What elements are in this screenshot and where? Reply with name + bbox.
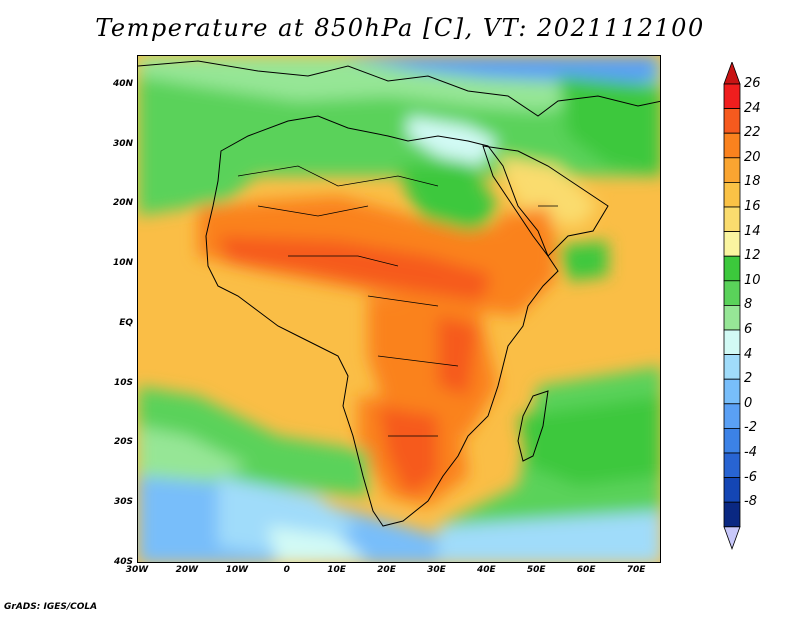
colorbar-level-label: 24: [744, 100, 761, 116]
colorbar-segment: [723, 83, 741, 110]
colorbar-level-label: 12: [744, 248, 761, 264]
colorbar-bottom-arrow: [723, 526, 741, 550]
colorbar-level-label: 0: [744, 395, 753, 411]
longitude-label: 50E: [526, 565, 546, 575]
colorbar-segment: [723, 108, 741, 134]
latitude-label: 30N: [112, 138, 133, 149]
colorbar-level-label: 4: [744, 346, 753, 362]
colorbar-top-arrow: [723, 62, 741, 85]
colorbar-level-label: 10: [744, 272, 761, 288]
colorbar-segment: [723, 304, 741, 331]
field-horn-orange: [488, 206, 558, 296]
latitude-label: 10S: [113, 377, 133, 388]
colorbar-level-label: -6: [744, 469, 757, 485]
colorbar-level-label: 14: [744, 223, 761, 239]
field-atlantic-green: [138, 156, 268, 216]
country-borders: [237, 165, 558, 437]
field-sio-pale: [518, 396, 660, 486]
field-med-pale: [408, 116, 498, 166]
colorbar-segment: [723, 157, 741, 183]
longitude-label: 20E: [377, 565, 396, 575]
temperature-map: [137, 55, 661, 563]
latitude-label: 30S: [113, 497, 133, 508]
colorbar-level-label: 22: [744, 125, 761, 141]
latitude-label: 40N: [112, 78, 133, 89]
field-sio-south-blue: [438, 511, 660, 562]
colorbar-level-label: 16: [744, 199, 761, 214]
colorbar-segment: [723, 378, 741, 405]
colorbar-segment: [723, 280, 741, 306]
africa-coastline: [205, 115, 559, 527]
longitude-label: 10E: [327, 565, 346, 575]
field-iran-green: [558, 76, 660, 176]
latitude-label: EQ: [119, 317, 133, 328]
longitude-label: 0: [283, 565, 290, 575]
colorbar-level-label: 8: [744, 297, 753, 313]
colorbar-segment: [723, 427, 741, 454]
chart-title: Temperature at 850hPa [C], VT: 202111210…: [95, 14, 705, 42]
longitude-label: 70E: [626, 565, 646, 575]
colorbar-level-label: -2: [744, 420, 757, 436]
colorbar-level-label: 6: [744, 322, 753, 337]
longitude-label: 30E: [427, 565, 446, 575]
field-south-core: [378, 406, 438, 496]
colorbar-segment: [723, 403, 741, 429]
colorbar-segment: [723, 206, 741, 233]
colorbar-level-label: 20: [744, 149, 761, 165]
field-rift-core: [438, 316, 478, 396]
colorbar-level-label: 18: [744, 174, 761, 190]
colorbar-segment: [723, 452, 741, 479]
field-arabia-pale: [498, 156, 598, 226]
longitude-label: 60E: [576, 565, 596, 575]
arabia-coastline: [482, 145, 609, 257]
map-canvas: [138, 56, 660, 562]
latitude-label: 10N: [112, 258, 133, 269]
grads-credit: GrADS: IGES/COLA: [4, 602, 98, 612]
field-io-green-patch: [558, 241, 608, 281]
colorbar-level-label: -4: [744, 445, 757, 460]
longitude-label: 10W: [225, 565, 249, 575]
colorbar-segment: [723, 132, 741, 159]
madagascar-coastline: [517, 390, 549, 462]
field-egypt-green: [398, 161, 498, 236]
latitude-label: 20S: [113, 437, 133, 448]
field-cape-pale: [268, 526, 368, 562]
latitude-label: 20N: [112, 198, 133, 209]
temperature-field: [138, 56, 660, 562]
colorbar-segment: [723, 354, 741, 380]
colorbar-segment: [723, 182, 741, 208]
colorbar-level-label: 26: [744, 76, 761, 91]
coastlines: [138, 60, 660, 527]
latitude-label: 40S: [113, 557, 133, 567]
colorbar-level-label: -8: [744, 494, 757, 510]
europe-coastline: [138, 60, 660, 117]
colorbar-segment: [723, 255, 741, 282]
colorbar-segment: [723, 501, 741, 528]
colorbar-segment: [723, 231, 741, 257]
longitude-label: 30W: [125, 565, 149, 575]
colorbar-segment: [723, 329, 741, 356]
longitude-label: 40E: [476, 565, 496, 575]
colorbar: [723, 62, 741, 550]
field-sahel-core: [218, 236, 498, 301]
field-satl-pale: [138, 426, 248, 486]
colorbar-level-label: 2: [744, 371, 753, 387]
colorbar-segment: [723, 477, 741, 503]
longitude-label: 20W: [175, 565, 199, 575]
